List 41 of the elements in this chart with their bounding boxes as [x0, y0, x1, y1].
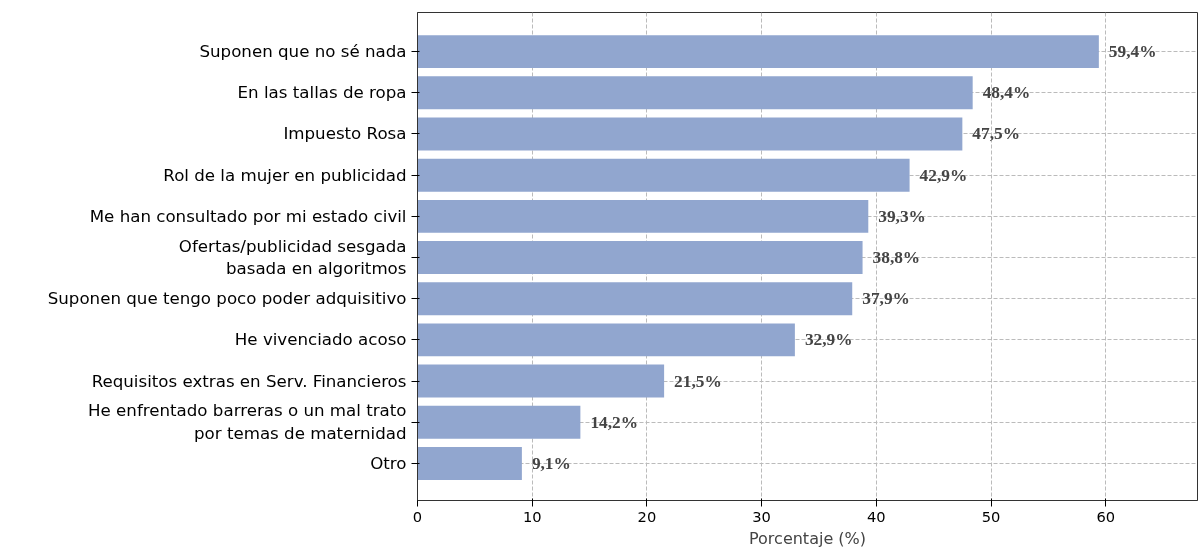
y-tick-label: Suponen que no sé nada [199, 42, 407, 62]
bar [417, 158, 910, 192]
data-label: 38,8% [872, 248, 921, 268]
y-tick-label: Me han consultado por mi estado civil [89, 206, 407, 226]
data-label: 48,4% [982, 83, 1031, 103]
y-tick-label: He vivenciado acoso [234, 330, 407, 350]
x-tick-label: 40 [867, 507, 886, 525]
data-label: 47,5% [972, 124, 1021, 144]
bar [417, 117, 963, 151]
bar [417, 323, 795, 357]
y-tick-label: Rol de la mujer en publicidad [163, 165, 407, 185]
y-tick-label: Otro [370, 453, 407, 473]
y-tick-label: Requisitos extras en Serv. Financieros [91, 371, 407, 391]
x-tick-label: 20 [637, 507, 657, 525]
x-tick-label: 50 [981, 507, 1001, 525]
data-label: 9,1% [531, 453, 571, 473]
y-tick-label: Impuesto Rosa [283, 124, 407, 144]
data-label: 42,9% [919, 165, 968, 185]
y-tick-label: En las tallas de ropa [237, 83, 407, 103]
bar [417, 405, 581, 439]
data-label: 37,9% [862, 289, 910, 309]
data-label: 32,9% [804, 330, 853, 350]
bar [417, 76, 973, 110]
y-tick-label: He enfrentado barreras o un mal trato por temas de maternidad [88, 401, 407, 444]
x-tick-label: 10 [522, 507, 542, 525]
y-tick-label: Suponen que tengo poco poder adquisitivo [47, 289, 407, 309]
bar [417, 282, 853, 316]
y-tick-label: Ofertas/publicidad sesgada basada en algoritmos [178, 236, 407, 279]
data-label: 59,4% [1108, 42, 1157, 62]
data-label: 21,5% [674, 371, 722, 391]
bar [417, 241, 863, 274]
data-label: 39,3% [878, 206, 926, 226]
bar [417, 199, 869, 233]
x-tick-label: 30 [752, 507, 771, 525]
x-axis-title: Porcentaje (%) [748, 528, 867, 548]
x-tick-label: 60 [1096, 507, 1116, 525]
bar [417, 364, 665, 398]
bar [417, 35, 1099, 69]
x-tick-label: 0 [412, 507, 423, 525]
bar [417, 446, 522, 480]
data-label: 14,2% [590, 412, 639, 432]
